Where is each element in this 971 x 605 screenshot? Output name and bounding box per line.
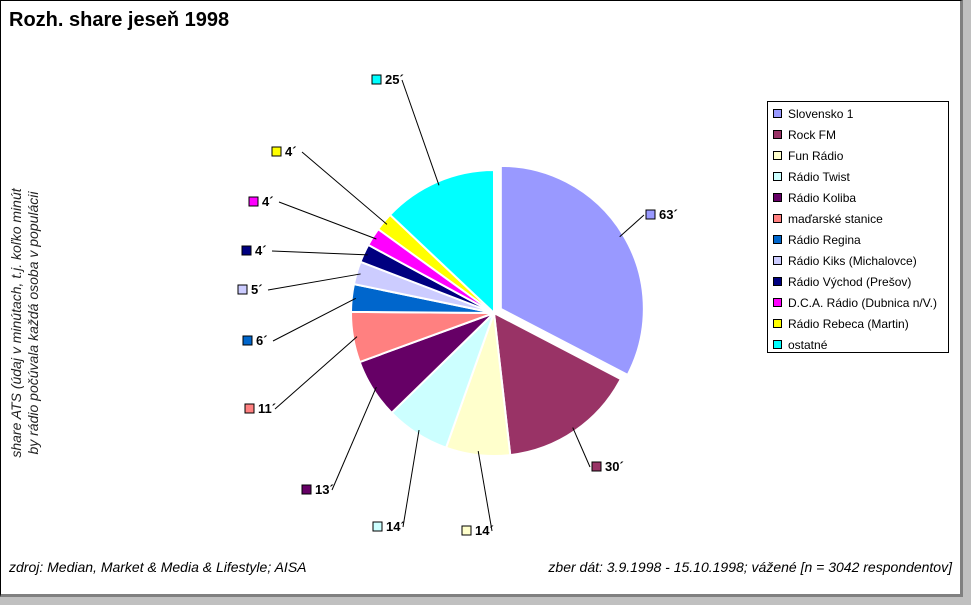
data-label-swatch-radio-kiks-michalovce xyxy=(237,284,248,295)
legend-label: Rock FM xyxy=(788,127,836,142)
leader-line-ostatne xyxy=(401,79,440,186)
legend-label: Rádio Regina xyxy=(788,232,861,247)
data-label-madarske-stanice: 11´ xyxy=(258,401,276,416)
legend-swatch xyxy=(773,130,782,139)
data-label-radio-rebeca-martin: 4´ xyxy=(285,144,297,159)
data-label-radio-kiks-michalovce: 5´ xyxy=(251,282,263,297)
leader-line-fun-radio xyxy=(477,451,493,532)
data-label-swatch-ostatne xyxy=(371,74,382,85)
leader-line-madarske-stanice xyxy=(274,336,358,410)
legend-swatch xyxy=(773,235,782,244)
data-label-radio-regina: 6´ xyxy=(256,333,268,348)
leader-line-radio-regina xyxy=(272,297,357,342)
legend-item-slovensko-1: Slovensko 1 xyxy=(768,103,853,124)
legend-swatch xyxy=(773,151,782,160)
legend-item-fun-radio: Fun Rádio xyxy=(768,145,843,166)
data-label-swatch-slovensko-1 xyxy=(645,209,656,220)
legend-label: Rádio Koliba xyxy=(788,190,857,205)
data-label-d-c-a-radio-dubnica-n-v: 4´ xyxy=(262,194,274,209)
legend-item-rock-fm: Rock FM xyxy=(768,124,836,145)
pie-chart: 63´ 30´ 14´ 14´ 13´ 11´ 6´ 5´ 4´ 4´ 4´ 25´ xyxy=(237,72,678,538)
data-label-swatch-radio-koliba xyxy=(301,484,312,495)
legend-swatch xyxy=(773,256,782,265)
legend-label: Rádio Twist xyxy=(788,169,850,184)
legend-item-radio-koliba: Rádio Koliba xyxy=(768,187,856,208)
legend-label: Rádio Kiks (Michalovce) xyxy=(788,253,917,268)
legend-label: D.C.A. Rádio (Dubnica n/V.) xyxy=(788,295,937,310)
data-label-swatch-d-c-a-radio-dubnica-n-v xyxy=(248,196,259,207)
legend-item-radio-kiks-michalovce: Rádio Kiks (Michalovce) xyxy=(768,250,917,271)
legend-item-d-c-a-radio-dubnica-n-v: D.C.A. Rádio (Dubnica n/V.) xyxy=(768,292,937,313)
leader-line-d-c-a-radio-dubnica-n-v xyxy=(278,201,377,240)
pie-slice-rock-fm xyxy=(492,311,623,457)
data-label-radio-twist: 14´ xyxy=(386,519,405,534)
legend-label: Rádio Východ (Prešov) xyxy=(788,274,912,289)
data-label-rock-fm: 30´ xyxy=(605,459,624,474)
leader-line-slovensko-1 xyxy=(619,214,645,238)
legend-swatch xyxy=(773,214,782,223)
leader-line-rock-fm xyxy=(572,427,591,468)
data-label-ostatne: 25´ xyxy=(385,72,404,87)
data-label-radio-koliba: 13´ xyxy=(315,482,334,497)
data-label-swatch-radio-vychod-presov xyxy=(241,245,252,256)
leader-line-radio-kiks-michalovce xyxy=(267,273,361,291)
pie-slice-slovensko-1 xyxy=(499,164,645,377)
legend-item-radio-vychod-presov: Rádio Východ (Prešov) xyxy=(768,271,911,292)
leader-line-radio-koliba xyxy=(331,386,377,491)
legend-swatch xyxy=(773,172,782,181)
source-note: zdroj: Median, Market & Media & Lifestyl… xyxy=(9,559,307,575)
leader-line-radio-vychod-presov xyxy=(271,250,368,256)
legend-item-radio-rebeca-martin: Rádio Rebeca (Martin) xyxy=(768,313,909,334)
data-label-swatch-radio-rebeca-martin xyxy=(271,146,282,157)
legend-label: Rádio Rebeca (Martin) xyxy=(788,316,909,331)
chart-legend: Slovensko 1 Rock FM Fun Rádio Rádio Twist Rá… xyxy=(767,101,949,353)
legend-label: Slovensko 1 xyxy=(788,106,854,121)
legend-label: ostatné xyxy=(788,337,828,352)
leader-line-radio-rebeca-martin xyxy=(301,151,388,225)
legend-item-radio-twist: Rádio Twist xyxy=(768,166,850,187)
legend-item-madarske-stanice: maďarské stanice xyxy=(768,208,883,229)
legend-swatch xyxy=(773,298,782,307)
data-label-swatch-madarske-stanice xyxy=(244,403,255,414)
leader-line-radio-twist xyxy=(402,429,420,528)
legend-swatch xyxy=(773,340,782,349)
data-label-radio-vychod-presov: 4´ xyxy=(255,243,267,258)
legend-swatch xyxy=(773,277,782,286)
chart-title: Rozh. share jeseň 1998 xyxy=(9,9,230,31)
legend-swatch xyxy=(773,193,782,202)
data-label-swatch-fun-radio xyxy=(461,525,472,536)
legend-item-radio-regina: Rádio Regina xyxy=(768,229,861,250)
legend-label: maďarské stanice xyxy=(788,211,883,226)
data-collection-note: zber dát: 3.9.1998 - 15.10.1998; vážené … xyxy=(548,559,952,575)
legend-item-ostatne: ostatné xyxy=(768,334,827,355)
data-label-slovensko-1: 63´ xyxy=(659,207,678,222)
data-label-fun-radio: 14´ xyxy=(475,523,494,538)
chart-frame: Rozh. share jeseň 1998 share ATS (údaj v… xyxy=(0,0,963,597)
legend-swatch xyxy=(773,319,782,328)
legend-label: Fun Rádio xyxy=(788,148,844,163)
data-label-swatch-radio-regina xyxy=(242,335,253,346)
data-label-swatch-radio-twist xyxy=(372,521,383,532)
legend-swatch xyxy=(773,109,782,118)
data-label-swatch-rock-fm xyxy=(591,461,602,472)
